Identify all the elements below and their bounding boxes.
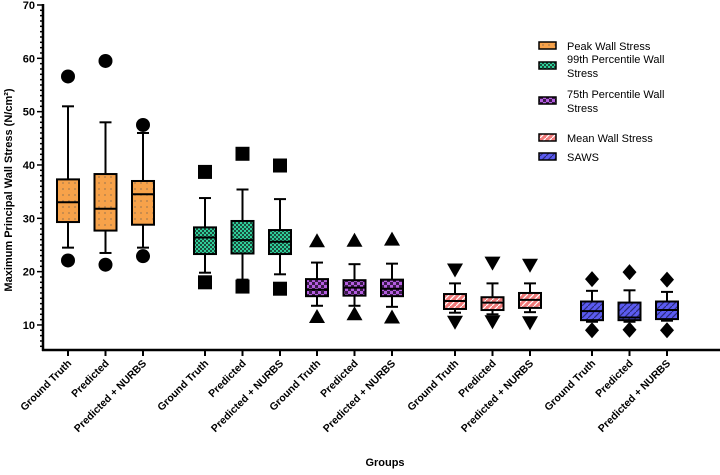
outlier-point [61, 253, 75, 268]
y-tick-label: 40 [23, 160, 35, 172]
outlier-point [660, 322, 674, 339]
outlier-point [273, 158, 287, 173]
x-tick-label: Ground Truth [542, 358, 598, 414]
legend-swatch [538, 61, 557, 70]
outlier-point [522, 258, 538, 273]
box-2-1 [342, 232, 367, 321]
legend-label: 75th Percentile Wall Stress [567, 89, 664, 115]
legend-label: 99th Percentile Wall Stress [567, 54, 664, 80]
y-axis-label: Maximum Principal Wall Stress (N/cm²) [3, 88, 15, 291]
outlier-point [447, 315, 463, 330]
outlier-point [309, 233, 325, 248]
legend-label: Mean Wall Stress [567, 133, 653, 145]
outlier-point [273, 281, 287, 296]
iqr-box [230, 219, 255, 255]
outlier-point [198, 275, 212, 290]
box-1-1 [230, 146, 255, 294]
outlier-point [585, 322, 599, 339]
box-4-0 [580, 271, 604, 339]
box-0-2 [131, 117, 155, 264]
outlier-point [309, 308, 325, 323]
legend-item: Mean Wall Stress [538, 133, 653, 145]
legend-item: Peak Wall Stress [538, 41, 651, 53]
iqr-box [93, 173, 118, 232]
outlier-point [235, 146, 250, 161]
box-0-0 [56, 69, 80, 268]
outlier-point [622, 321, 637, 338]
box-4-2 [655, 271, 679, 339]
x-tick-label: Ground Truth [155, 358, 211, 414]
y-tick-label: 70 [23, 0, 35, 12]
outlier-point [136, 117, 150, 132]
iqr-box [131, 179, 155, 226]
y-tick-label: 30 [23, 213, 35, 225]
box-2-0 [305, 233, 329, 323]
x-tick-label: Predicted + NURBS [321, 358, 398, 435]
outlier-point [660, 271, 674, 288]
outlier-point [384, 309, 400, 324]
axes: 10 20 30 40 50 60 70 [23, 0, 720, 356]
outlier-point [484, 315, 501, 330]
box-4-1 [617, 264, 642, 338]
iqr-box [617, 301, 642, 322]
iqr-box [480, 296, 505, 312]
outlier-point [447, 263, 463, 278]
outlier-point [484, 256, 501, 271]
outlier-point [198, 164, 212, 179]
box-3-1 [480, 256, 505, 330]
legend-swatch [538, 133, 557, 142]
box-1-0 [193, 164, 217, 290]
box-2-2 [380, 231, 404, 324]
x-axis-label: Groups [365, 457, 404, 469]
iqr-box [193, 226, 217, 256]
outlier-point [346, 232, 363, 247]
legend-item: SAWS [538, 152, 599, 164]
box-3-0 [443, 263, 467, 330]
box-3-2 [518, 258, 542, 331]
legend-swatch [538, 96, 557, 105]
legend-label: SAWS [567, 152, 599, 164]
iqr-box [56, 178, 80, 224]
y-tick-label: 50 [23, 107, 35, 119]
legend-item: 99th Percentile Wall Stress [538, 54, 664, 80]
outlier-point [136, 249, 150, 264]
plot-area [56, 53, 679, 339]
x-tick-label: Ground Truth [18, 358, 74, 414]
box-1-2 [268, 158, 292, 296]
outlier-point [98, 257, 113, 272]
y-tick-label: 20 [23, 267, 35, 279]
legend-swatch [538, 41, 557, 50]
y-tick-label: 10 [23, 320, 35, 332]
legend-item: 75th Percentile Wall Stress [538, 89, 664, 115]
outlier-point [61, 69, 75, 84]
x-tick-label: Predicted + NURBS [209, 358, 286, 435]
legend-label: Peak Wall Stress [567, 41, 651, 53]
outlier-point [522, 316, 538, 331]
legend-swatch [538, 152, 557, 161]
y-tick-label: 60 [23, 53, 35, 65]
outlier-point [235, 279, 250, 294]
outlier-point [346, 306, 363, 321]
x-tick-label: Ground Truth [405, 358, 461, 414]
outlier-point [585, 271, 599, 288]
outlier-point [384, 231, 400, 246]
box-0-1 [93, 53, 118, 272]
x-tick-label: Predicted + NURBS [459, 358, 536, 435]
x-tick-label: Predicted + NURBS [72, 358, 149, 435]
outlier-point [98, 53, 113, 68]
x-tick-label: Predicted + NURBS [596, 358, 673, 435]
iqr-box [305, 278, 329, 298]
outlier-point [622, 264, 637, 281]
